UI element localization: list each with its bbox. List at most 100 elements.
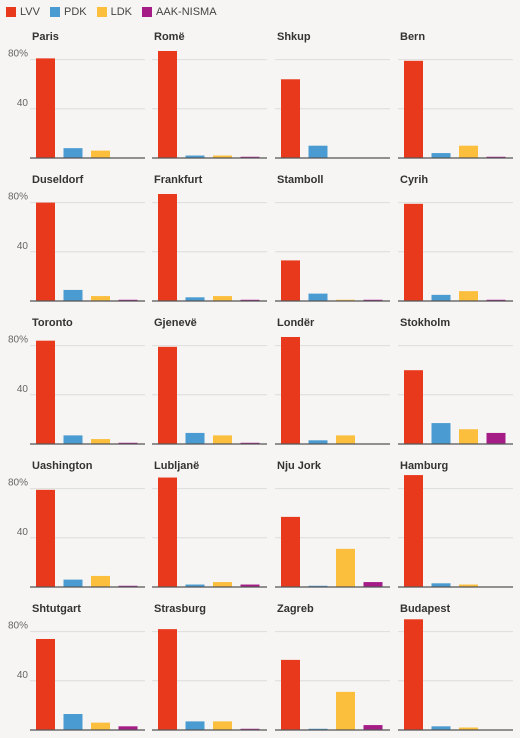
- bar-aak-nisma: [486, 299, 506, 301]
- legend-label: PDK: [63, 6, 87, 18]
- panel-title: Paris: [32, 31, 59, 43]
- y-tick-label: 40: [17, 384, 29, 395]
- bar-pdk: [63, 579, 83, 587]
- bar-pdk: [185, 432, 205, 444]
- panel-title: Shkup: [277, 31, 311, 43]
- bar-ldk: [91, 722, 110, 730]
- bar-lvv: [281, 79, 300, 158]
- bar-aak-nisma: [118, 726, 138, 730]
- bar-pdk: [185, 721, 205, 730]
- y-tick-label: 40: [17, 241, 29, 252]
- y-tick-label: 40: [17, 670, 29, 681]
- bar-ldk: [459, 291, 478, 301]
- bar-lvv: [36, 340, 55, 444]
- bar-ldk: [336, 435, 355, 444]
- bar-aak-nisma: [118, 299, 138, 301]
- legend-item: AAK-NISMA: [142, 6, 217, 18]
- panel-title: Toronto: [32, 317, 73, 329]
- bar-ldk: [91, 296, 110, 301]
- legend-label: LDK: [110, 6, 133, 18]
- bar-ldk: [336, 548, 355, 587]
- legend-swatch: [49, 7, 60, 17]
- y-tick-label: 40: [17, 527, 29, 538]
- bar-ldk: [459, 145, 478, 158]
- panel-title: Stamboll: [277, 174, 323, 186]
- bar-aak-nisma: [240, 442, 260, 444]
- bar-lvv: [158, 50, 177, 158]
- bar-lvv: [281, 516, 300, 587]
- bar-pdk: [431, 423, 451, 444]
- bar-aak-nisma: [363, 725, 383, 730]
- panel-title: Budapest: [400, 603, 450, 615]
- bar-pdk: [63, 289, 83, 301]
- y-tick-label: 80%: [8, 335, 28, 346]
- panel-title: Duseldorf: [32, 174, 84, 186]
- panel-title: Uashington: [32, 460, 93, 472]
- bar-ldk: [459, 429, 478, 444]
- panel-title: Hamburg: [400, 460, 448, 472]
- panel-title: Lubljanë: [154, 460, 199, 472]
- bar-ldk: [336, 299, 355, 301]
- bar-lvv: [158, 629, 177, 730]
- bar-pdk: [185, 584, 205, 587]
- y-tick-label: 80%: [8, 49, 28, 60]
- bar-ldk: [91, 439, 110, 444]
- bar-aak-nisma: [240, 584, 260, 587]
- bar-aak-nisma: [240, 156, 260, 158]
- bar-pdk: [431, 583, 451, 587]
- bar-aak-nisma: [118, 442, 138, 444]
- panel-title: Gjenevë: [154, 317, 197, 329]
- bar-lvv: [404, 370, 423, 444]
- bar-pdk: [185, 155, 205, 158]
- bar-aak-nisma: [118, 585, 138, 587]
- legend-item: LDK: [96, 6, 133, 18]
- y-tick-label: 40: [17, 98, 29, 109]
- legend-item: PDK: [49, 6, 87, 18]
- bar-pdk: [63, 148, 83, 158]
- bar-aak-nisma: [363, 299, 383, 301]
- legend-label: LVV: [20, 6, 40, 18]
- bar-lvv: [281, 260, 300, 301]
- panel-title: Bern: [400, 31, 425, 43]
- bar-ldk: [459, 727, 478, 730]
- legend-swatch: [142, 7, 153, 17]
- panel-title: Cyrih: [400, 174, 428, 186]
- panel-title: Stokholm: [400, 317, 450, 329]
- bar-ldk: [213, 721, 232, 730]
- bar-lvv: [36, 58, 55, 159]
- bar-lvv: [36, 489, 55, 587]
- legend-label: AAK-NISMA: [156, 6, 217, 18]
- panel-title: Frankfurt: [154, 174, 203, 186]
- bar-lvv: [158, 477, 177, 587]
- panel-title: Nju Jork: [277, 460, 322, 472]
- bar-pdk: [63, 435, 83, 444]
- bar-lvv: [158, 193, 177, 301]
- bar-ldk: [213, 582, 232, 587]
- bar-lvv: [36, 638, 55, 730]
- y-tick-label: 80%: [8, 478, 28, 489]
- bar-pdk: [431, 726, 451, 730]
- bar-pdk: [308, 293, 328, 301]
- bar-ldk: [213, 296, 232, 301]
- panel-title: Romë: [154, 31, 185, 43]
- bar-lvv: [281, 659, 300, 730]
- bar-ldk: [213, 435, 232, 444]
- bar-lvv: [404, 203, 423, 301]
- bar-pdk: [308, 728, 328, 730]
- bar-aak-nisma: [363, 582, 383, 587]
- y-tick-label: 80%: [8, 192, 28, 203]
- legend-item: LVV: [6, 6, 40, 18]
- bar-ldk: [91, 575, 110, 587]
- bar-ldk: [336, 691, 355, 730]
- bar-lvv: [404, 475, 423, 587]
- bar-pdk: [308, 145, 328, 158]
- bar-ldk: [91, 150, 110, 158]
- bar-ldk: [459, 584, 478, 587]
- bar-pdk: [308, 585, 328, 587]
- legend-swatch: [96, 7, 107, 17]
- bar-pdk: [308, 440, 328, 444]
- bar-lvv: [158, 346, 177, 444]
- bar-lvv: [36, 202, 55, 301]
- bar-lvv: [281, 336, 300, 444]
